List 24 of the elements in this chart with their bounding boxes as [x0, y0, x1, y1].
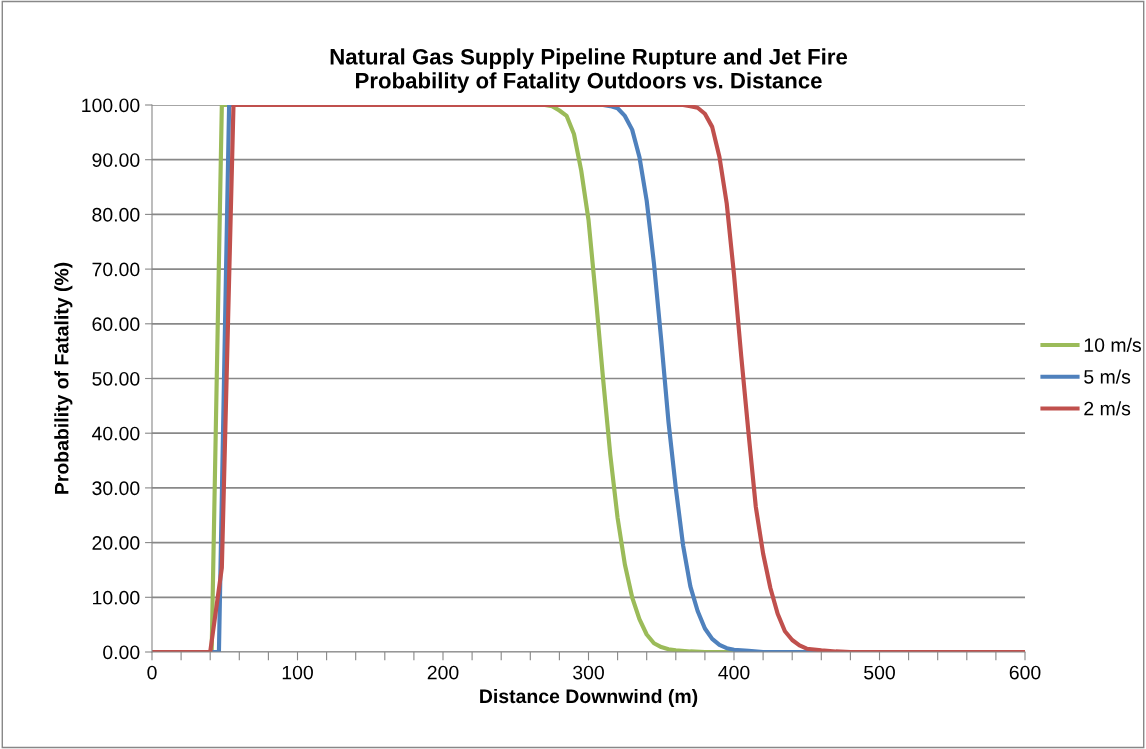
y-tick-label: 70.00 — [92, 262, 140, 277]
chart-title: Natural Gas Supply Pipeline Rupture and Jet Fire Probability of Fatality Outdoors vs. Distance — [330, 48, 848, 93]
y-tick-label: 20.00 — [92, 536, 140, 550]
legend-label: 10 m/s — [1084, 337, 1141, 352]
y-tick-label: 30.00 — [92, 481, 140, 496]
y-tick-label: 100.00 — [82, 98, 140, 113]
x-tick-label: 0 — [147, 665, 157, 680]
x-tick-label: 100 — [282, 665, 313, 680]
y-tick-label: 90.00 — [92, 153, 140, 167]
y-tick-label: 10.00 — [93, 590, 140, 605]
y-tick-label: 80.00 — [92, 207, 140, 222]
legend-label: 5 m/s — [1084, 369, 1131, 384]
x-tick-label: 500 — [864, 665, 895, 680]
legend-label: 2 m/s — [1084, 401, 1131, 416]
y-tick-label: 60.00 — [92, 317, 140, 332]
x-tick-label: 300 — [573, 665, 604, 680]
y-tick-label: 50.00 — [92, 371, 140, 386]
x-tick-label: 400 — [718, 665, 750, 680]
y-tick-label: 40.00 — [91, 426, 140, 441]
y-axis-title: Probability of Fatality (%) — [54, 262, 73, 494]
x-tick-label: 600 — [1009, 665, 1041, 680]
x-axis-title: Distance Downwind (m) — [480, 688, 698, 707]
y-tick-label: 0.00 — [103, 645, 140, 660]
x-tick-label: 200 — [427, 665, 459, 680]
